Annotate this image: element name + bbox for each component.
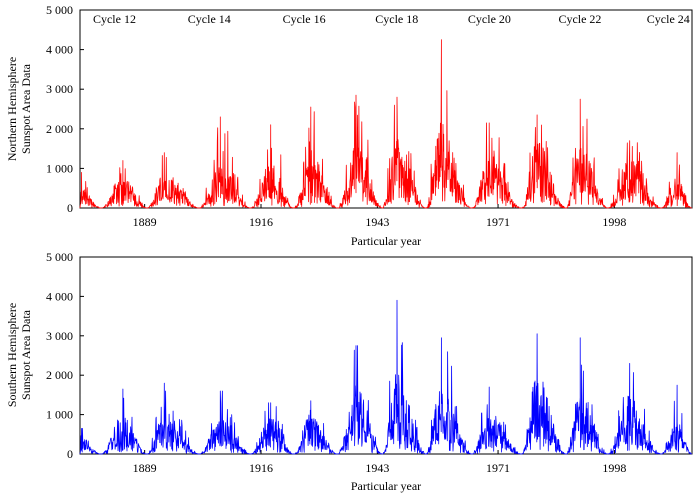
northern-ytick-label: 1 000 [46, 161, 73, 175]
cycle-label: Cycle 14 [188, 12, 231, 26]
northern-x-axis-label: Particular year [351, 234, 421, 248]
southern-series-line [79, 299, 693, 455]
southern-x-axis-label: Particular year [351, 479, 421, 493]
southern-ticks [80, 256, 615, 455]
northern-ytick-label: 2 000 [46, 122, 73, 136]
northern-xtick-label: 1943 [365, 215, 389, 229]
northern-y-axis-label-line1: Northern Hemisphere [5, 57, 19, 161]
southern-ytick-label: 0 [67, 447, 73, 461]
northern-series-line [79, 39, 692, 209]
northern-series [79, 39, 692, 209]
northern-ytick-label: 5 000 [46, 3, 73, 17]
northern-xtick-label: 1971 [486, 215, 510, 229]
cycle-label: Cycle 16 [283, 12, 326, 26]
southern-xtick-label: 1998 [602, 461, 626, 475]
southern-y-axis-label-line2: Sunspot Area Data [19, 309, 33, 400]
cycle-label: Cycle 12 [93, 12, 136, 26]
northern-y-axis-label-line2: Sunspot Area Data [19, 63, 33, 154]
northern-xtick-label: 1998 [602, 215, 626, 229]
northern-ytick-label: 0 [67, 201, 73, 215]
southern-hemisphere-panel: 0 1 000 2 000 3 000 4 000 5 000 1889 191… [5, 250, 693, 493]
southern-ytick-label: 5 000 [46, 250, 73, 264]
southern-xtick-label: 1889 [133, 461, 157, 475]
southern-y-axis-label-line1: Southern Hemisphere [5, 303, 19, 407]
northern-hemisphere-panel: 0 1 000 2 000 3 000 4 000 5 000 1889 191… [5, 3, 693, 248]
northern-ytick-label: 4 000 [46, 43, 73, 57]
southern-ytick-label: 2 000 [46, 368, 73, 382]
northern-plot-frame [79, 9, 693, 209]
southern-xtick-label: 1916 [249, 461, 273, 475]
cycle-label: Cycle 18 [375, 12, 418, 26]
southern-ytick-label: 3 000 [46, 329, 73, 343]
cycle-label: Cycle 24 [647, 12, 690, 26]
southern-xtick-label: 1943 [365, 461, 389, 475]
northern-xtick-label: 1889 [133, 215, 157, 229]
northern-ytick-label: 3 000 [46, 82, 73, 96]
northern-xtick-label: 1916 [249, 215, 273, 229]
southern-plot-frame [79, 256, 693, 455]
southern-ytick-label: 4 000 [46, 289, 73, 303]
cycle-label: Cycle 22 [558, 12, 601, 26]
southern-ytick-label: 1 000 [46, 408, 73, 422]
southern-series [79, 299, 693, 455]
southern-xtick-label: 1971 [486, 461, 510, 475]
cycle-label: Cycle 20 [468, 12, 511, 26]
